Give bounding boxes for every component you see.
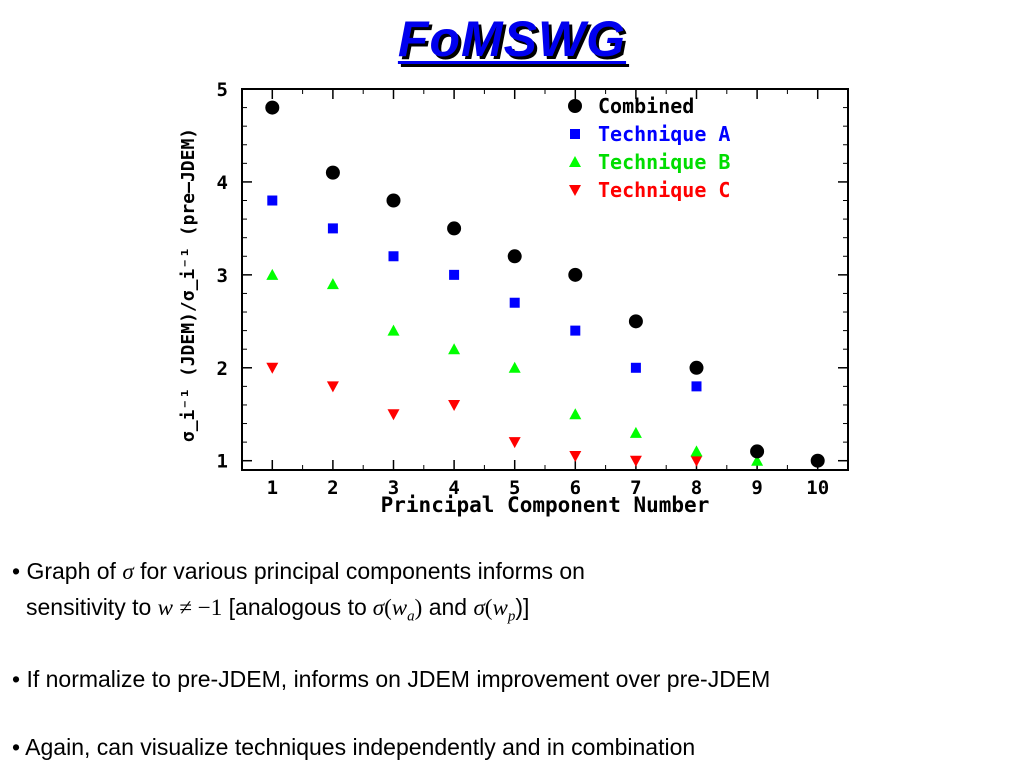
technique-b-point xyxy=(387,324,400,336)
combined-point xyxy=(325,165,340,180)
technique-a-point xyxy=(630,362,641,373)
legend-technique-b-marker xyxy=(569,156,581,167)
technique-b-point xyxy=(508,361,521,373)
a-subscript: a xyxy=(407,608,415,625)
x-tick-label: 1 xyxy=(267,477,278,499)
legend-technique-a-marker xyxy=(570,129,580,139)
technique-a-point xyxy=(388,251,399,262)
technique-c-point xyxy=(569,451,582,463)
technique-c-point xyxy=(508,437,521,449)
paren-close-p: )] xyxy=(515,594,530,620)
x-axis-label: Principal Component Number xyxy=(381,493,710,517)
y-tick-label: 5 xyxy=(217,79,228,101)
technique-c-point xyxy=(266,362,279,374)
combined-point xyxy=(628,314,643,329)
y-axis-label: σ_i⁻¹ (JDEM)/σ_i⁻¹ (pre–JDEM) xyxy=(178,128,199,442)
technique-b-point xyxy=(326,278,339,290)
legend-technique-c-marker xyxy=(569,185,581,196)
technique-c-point xyxy=(387,409,400,421)
legend-technique-a-label: Technique A xyxy=(598,122,730,146)
technique-b-point xyxy=(751,454,764,466)
technique-a-point xyxy=(267,195,278,206)
technique-a-point xyxy=(509,297,520,308)
technique-a-point xyxy=(327,223,338,234)
analogous-text: [analogous to xyxy=(228,594,367,620)
legend-combined-label: Combined xyxy=(598,94,694,118)
x-tick-label: 8 xyxy=(691,477,702,499)
technique-b-point xyxy=(629,426,642,438)
neq-expression: ≠ −1 xyxy=(179,595,223,620)
sigma-a-symbol: σ xyxy=(372,595,385,620)
sigma-symbol: σ xyxy=(122,559,134,584)
slide-title: FoMSWG xyxy=(397,11,627,67)
technique-a-point xyxy=(449,269,460,280)
paren-close-a: ) xyxy=(414,595,423,620)
combined-point xyxy=(386,193,401,208)
p-subscript: p xyxy=(507,608,516,625)
technique-a-point xyxy=(570,325,581,336)
w-symbol: w xyxy=(157,595,173,620)
axis-tick-labels: 1 2 3 4 5 6 7 8 9 10 1 2 3 4 5 xyxy=(217,79,830,499)
bullet-graph-of-sigma-line2: sensitivity to w ≠ −1 [analogous to σ(wa)… xyxy=(26,594,529,626)
legend-technique-b-label: Technique B xyxy=(598,150,730,174)
y-tick-label: 2 xyxy=(217,358,228,380)
y-tick-label: 3 xyxy=(217,265,228,287)
combined-point xyxy=(265,100,280,115)
paren-open-a: ( xyxy=(384,595,392,620)
combined-point xyxy=(689,360,704,375)
x-tick-label: 6 xyxy=(570,477,581,499)
and-text: and xyxy=(428,594,468,620)
technique-b-point xyxy=(569,408,582,420)
technique-c-point xyxy=(326,381,339,393)
w-a-symbol: w xyxy=(391,595,408,620)
combined-point xyxy=(447,221,462,236)
combined-point xyxy=(507,249,522,264)
y-tick-label: 1 xyxy=(217,451,228,473)
y-tick-label: 4 xyxy=(217,172,228,194)
x-tick-label: 9 xyxy=(751,477,762,499)
scatter-chart: 1 2 3 4 5 6 7 8 9 10 1 2 3 4 5 Combined Technique A Tech… xyxy=(178,79,849,517)
bullet-1-mid: for various principal components informs… xyxy=(140,558,585,584)
x-tick-label: 2 xyxy=(327,477,338,499)
technique-c-point xyxy=(629,455,642,467)
x-tick-label: 3 xyxy=(388,477,399,499)
data-points xyxy=(265,100,825,468)
bullet-1-prefix: • Graph of xyxy=(12,558,116,584)
bullet-visualize: • Again, can visualize techniques indepe… xyxy=(12,734,696,760)
x-tick-label: 4 xyxy=(448,477,459,499)
legend-technique-c-label: Technique C xyxy=(598,178,730,202)
x-tick-label: 10 xyxy=(806,477,829,499)
technique-a-point xyxy=(691,381,702,392)
technique-c-point xyxy=(690,455,703,467)
sigma-p-symbol: σ xyxy=(473,595,485,620)
technique-b-point xyxy=(690,445,703,457)
bullet-graph-of-sigma: • Graph of σ for various principal compo… xyxy=(12,558,585,585)
chart-legend: Combined Technique A Technique B Technique … xyxy=(568,94,730,202)
technique-c-point xyxy=(448,399,461,411)
w-p-symbol: w xyxy=(492,595,508,620)
x-tick-label: 7 xyxy=(630,477,641,499)
technique-b-point xyxy=(266,268,279,280)
technique-b-point xyxy=(448,343,461,355)
combined-point xyxy=(750,444,765,459)
combined-point xyxy=(810,453,825,468)
bullet-normalize: • If normalize to pre-JDEM, informs on J… xyxy=(12,666,771,692)
paren-open-p: ( xyxy=(484,595,493,620)
x-tick-label: 5 xyxy=(509,477,520,499)
bullet-1-line2-start: sensitivity to xyxy=(26,594,152,620)
legend-combined-marker xyxy=(568,99,582,113)
combined-point xyxy=(568,267,583,282)
